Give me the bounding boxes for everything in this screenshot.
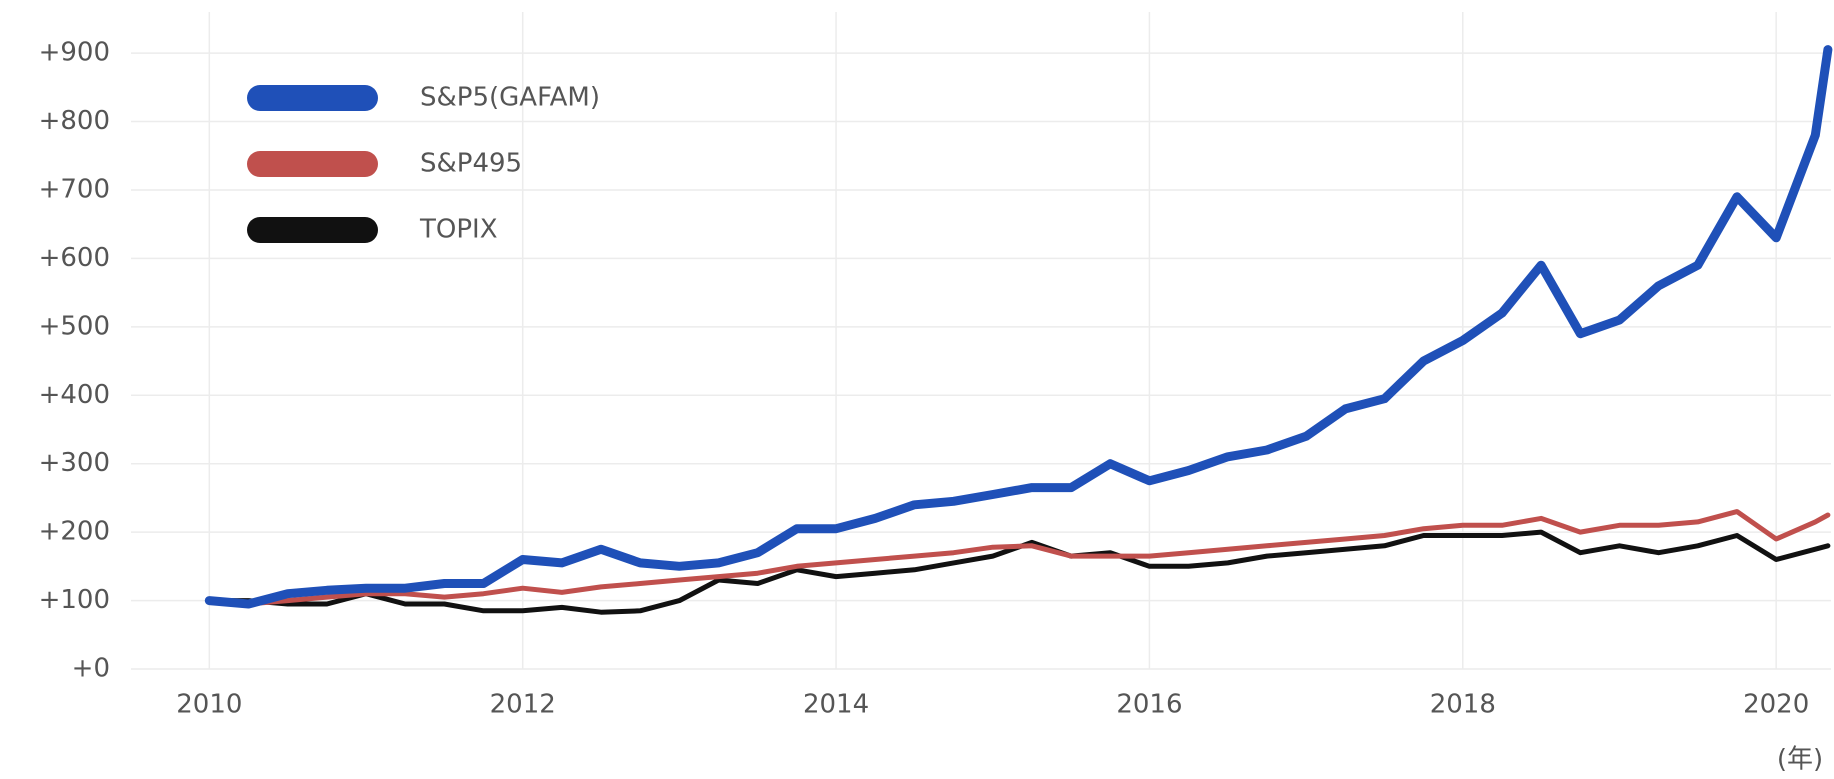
y-tick-label: +800 (39, 106, 110, 136)
x-tick-label: 2018 (1430, 690, 1496, 720)
y-tick-label: +200 (39, 517, 110, 547)
y-tick-label: +900 (39, 38, 110, 68)
x-tick-label: 2012 (490, 690, 556, 720)
x-axis-label: (年) (1777, 745, 1823, 775)
series-line (204, 45, 1833, 609)
y-tick-label: +600 (39, 243, 110, 273)
y-tick-label: +400 (39, 380, 110, 410)
y-tick-label: +500 (39, 311, 110, 341)
series-line (206, 509, 1831, 607)
y-tick-label: +700 (39, 174, 110, 204)
x-tick-label: 2020 (1743, 690, 1809, 720)
x-tick-label: 2010 (176, 690, 242, 720)
legend-label: S&P495 (420, 149, 522, 179)
series-line (206, 529, 1831, 615)
y-tick-label: +300 (39, 448, 110, 478)
legend-label: TOPIX (419, 215, 498, 245)
y-tick-label: +0 (72, 654, 110, 684)
x-tick-label: 2014 (803, 690, 869, 720)
legend-label: S&P5(GAFAM) (420, 83, 600, 113)
grid (131, 12, 1831, 670)
x-tick-label: 2016 (1116, 690, 1182, 720)
y-tick-label: +100 (39, 585, 110, 615)
